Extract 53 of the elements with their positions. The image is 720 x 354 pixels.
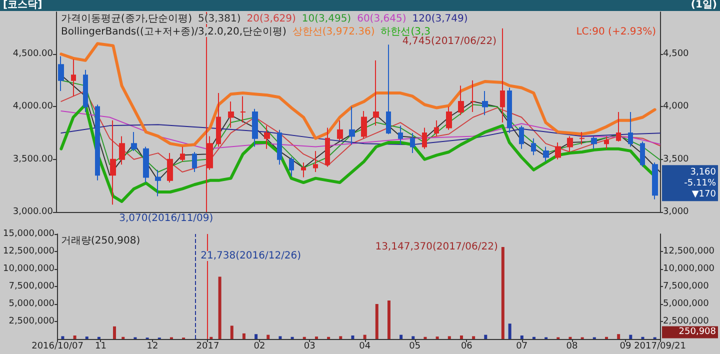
text: 60(3,645) [357, 14, 406, 24]
text: 20(3,629) [246, 14, 296, 24]
legend-title: 가격이동평균(종가,단순이평) [61, 14, 192, 24]
x-tick-label: 06 [460, 342, 473, 352]
x-tick-label: 03 [304, 342, 316, 352]
y2-tick-label: 10,000,000 [663, 264, 715, 274]
y2-tick-label: 4,000 [663, 102, 690, 112]
text: -5.11% [684, 178, 716, 189]
y-tick-label: 4,500.00 [12, 49, 54, 60]
x-tick-label: 2017 [196, 342, 220, 352]
annotation: LC:90 (+2.93%) [576, 26, 656, 38]
y-tick-label: 4,000.00 [12, 102, 54, 112]
text: 10(3,495) [302, 14, 352, 24]
x-tick-label: 2016/10/07 [32, 342, 84, 352]
y-tick-label: 10,000,000 [3, 264, 55, 274]
y-tick-label: 3,500.00 [12, 154, 54, 164]
text: 250,908 [678, 327, 716, 338]
annotation: 13,147,370(2017/06/22) [375, 241, 498, 252]
y2-tick-label: 7,500,000 [663, 282, 710, 292]
text: 120(3,749) [412, 14, 468, 24]
annotation: 21,738(2016/12/26) [200, 250, 302, 262]
y-tick-label: 7,500,000 [8, 282, 55, 292]
annotation: 4,745(2017/06/22) [402, 36, 497, 47]
x-tick-label: 09 [620, 342, 632, 352]
text: 하한선(3,3 [380, 26, 431, 38]
text: 상한선(3,972.36) [292, 26, 375, 38]
x-tick-label: 07 [516, 342, 528, 352]
y2-tick-label: 12,500,000 [663, 246, 715, 256]
y-tick-label: 5,000,000 [8, 299, 55, 309]
y2-tick-label: 3,500 [663, 154, 690, 164]
x-tick-label: 2017/09/21 [634, 342, 686, 352]
x-tick-label: 12 [146, 342, 158, 352]
text: 거래량(250,908) [61, 236, 140, 246]
text: ▼170 [692, 190, 716, 200]
x-tick-label: 04 [359, 342, 371, 352]
y2-tick-label: 2,500,000 [663, 316, 710, 326]
text: 5(3,381) [198, 14, 241, 24]
annotation: 3,070(2016/11/09) [119, 213, 214, 224]
y2-tick-label: 4,500 [663, 49, 690, 60]
y-tick-label: 15,000,000 [3, 229, 55, 239]
y2-tick-label: 5,000,000 [663, 299, 710, 309]
text: (1일) [690, 0, 717, 10]
y-tick-label: 12,500,000 [3, 246, 55, 256]
chart-title: [코스닥] [3, 0, 42, 10]
y-tick-label: 3,000.00 [12, 207, 54, 217]
x-tick-label: 02 [254, 342, 266, 352]
y2-tick-label: 3,000 [663, 207, 690, 217]
x-tick-label: 08 [566, 342, 578, 352]
text: 3,160 [690, 168, 716, 178]
y-tick-label: 2,500,000 [8, 316, 55, 326]
x-tick-label: 11 [94, 342, 106, 352]
annotation: BollingerBands((고+저+종)/3,2.0,20,단순이평) [61, 26, 287, 38]
x-tick-label: 05 [409, 342, 421, 352]
